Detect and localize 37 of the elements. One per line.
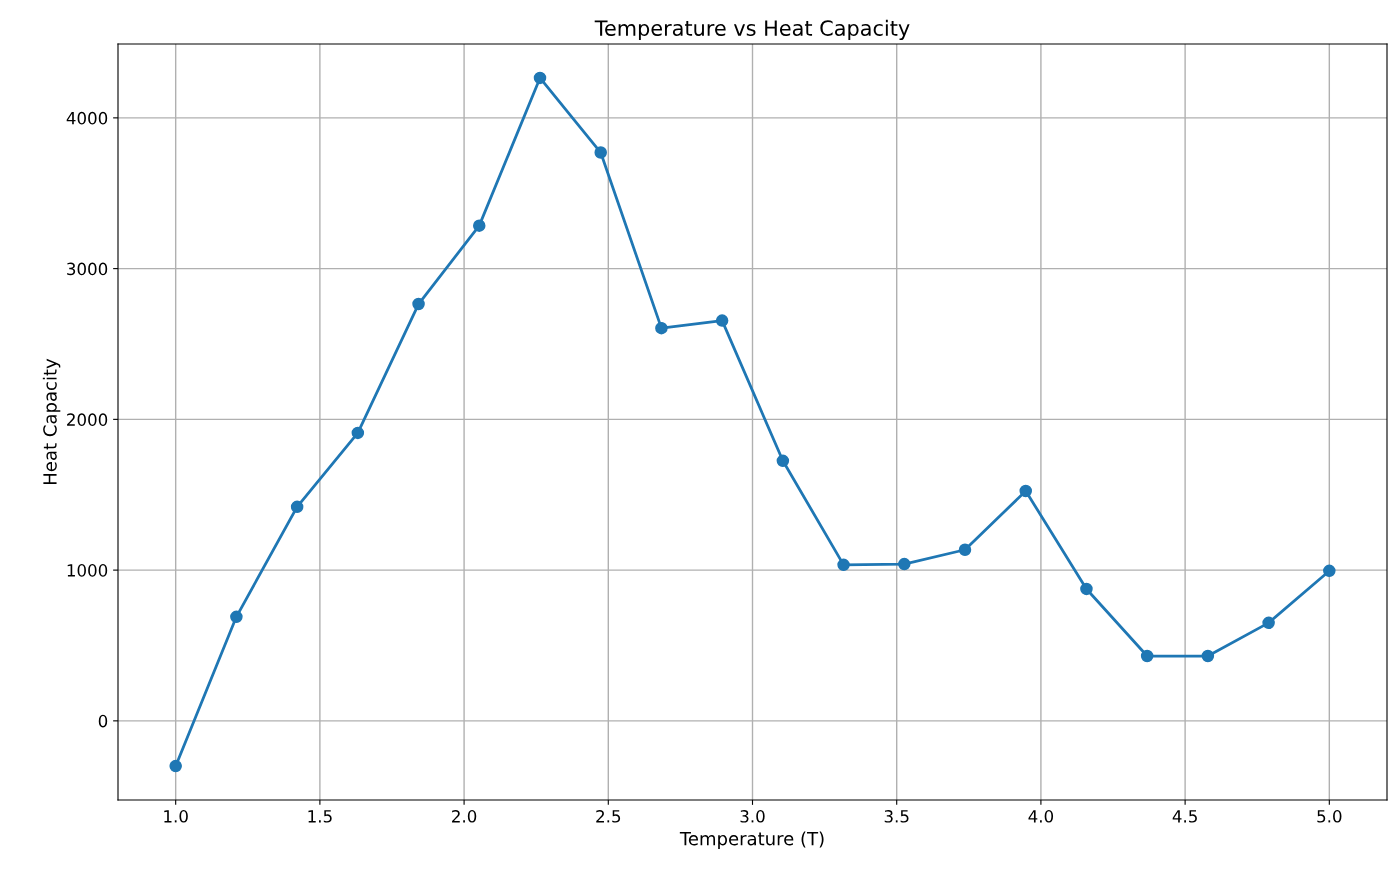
point <box>1262 616 1275 630</box>
point <box>1019 484 1032 498</box>
point <box>230 610 243 624</box>
point <box>958 543 972 557</box>
x-tick-label: 2.0 <box>452 810 477 823</box>
point <box>533 71 547 85</box>
point <box>898 557 911 571</box>
point <box>1080 582 1093 596</box>
y-tick-label: 4000 <box>66 111 108 125</box>
point <box>473 219 486 232</box>
x-tick-label: 1.5 <box>308 810 332 823</box>
x-tick-label: 4.0 <box>1028 810 1054 823</box>
point <box>776 454 790 468</box>
point <box>655 321 668 335</box>
y-tick-label: 0 <box>98 714 108 728</box>
point <box>1201 649 1215 663</box>
point <box>412 297 425 311</box>
chart-title: Temperature vs Heat Capacity <box>594 19 910 40</box>
point <box>1140 649 1154 663</box>
y-tick-label: 2000 <box>67 413 108 426</box>
point <box>351 426 365 440</box>
x-axis-title: Temperature (T) <box>679 831 824 849</box>
y-tick-label: 1000 <box>67 564 108 577</box>
x-tick-label: 2.5 <box>596 810 621 823</box>
point <box>594 146 607 159</box>
x-tick-label: 3.0 <box>740 810 765 823</box>
point <box>1323 564 1336 578</box>
point <box>715 314 729 327</box>
y-axis-title: Heat Capacity <box>42 358 61 484</box>
y-tick-label: 3000 <box>67 262 108 276</box>
point <box>290 500 304 514</box>
point <box>169 759 182 773</box>
x-tick-label: 5.0 <box>1317 810 1342 823</box>
x-tick-label: 3.5 <box>884 810 909 823</box>
x-tick-label: 1.0 <box>164 810 188 823</box>
point <box>837 558 850 572</box>
x-tick-label: 4.5 <box>1172 810 1197 823</box>
